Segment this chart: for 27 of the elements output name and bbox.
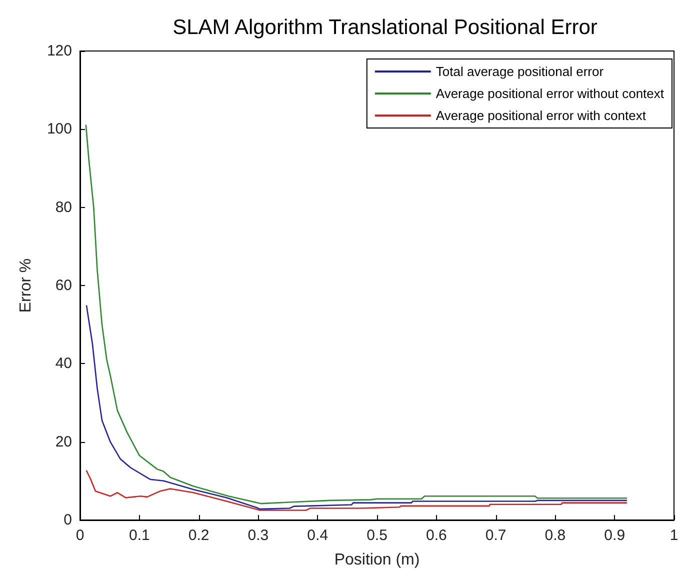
- y-tick-label: 20: [55, 433, 72, 450]
- y-axis-title: Error %: [18, 258, 34, 313]
- x-tick-label: 0.5: [366, 527, 388, 544]
- legend-label: Average positional error with context: [436, 108, 646, 123]
- x-tick-label: 0.4: [307, 527, 328, 544]
- x-axis-title: Position (m): [334, 552, 420, 568]
- y-tick-label: 0: [64, 512, 72, 528]
- legend-label: Average positional error without context: [436, 86, 664, 101]
- line-series: [86, 305, 628, 510]
- x-tick-label: 0.1: [128, 527, 150, 544]
- x-tick-label: 0.2: [188, 527, 210, 544]
- y-tick-label: 100: [46, 120, 72, 138]
- line-series: [86, 470, 628, 511]
- x-tick-label: 1: [670, 527, 678, 544]
- y-tick-label: 80: [55, 198, 72, 216]
- line-series: [85, 124, 628, 504]
- x-tick-label: 0.6: [426, 527, 447, 544]
- y-tick-label: 40: [55, 355, 72, 372]
- x-tick-label: 0.9: [604, 527, 626, 544]
- y-tick-label: 120: [46, 42, 72, 60]
- legend-label: Total average positional error: [436, 64, 604, 79]
- x-tick-label: 0.7: [485, 527, 506, 544]
- x-tick-label: 0.3: [248, 527, 269, 544]
- y-tick-label: 60: [55, 277, 72, 294]
- chart-title: SLAM Algorithm Translational Positional Error: [172, 16, 598, 39]
- x-tick-label: 0: [76, 527, 84, 544]
- x-tick-label: 0.8: [544, 527, 566, 544]
